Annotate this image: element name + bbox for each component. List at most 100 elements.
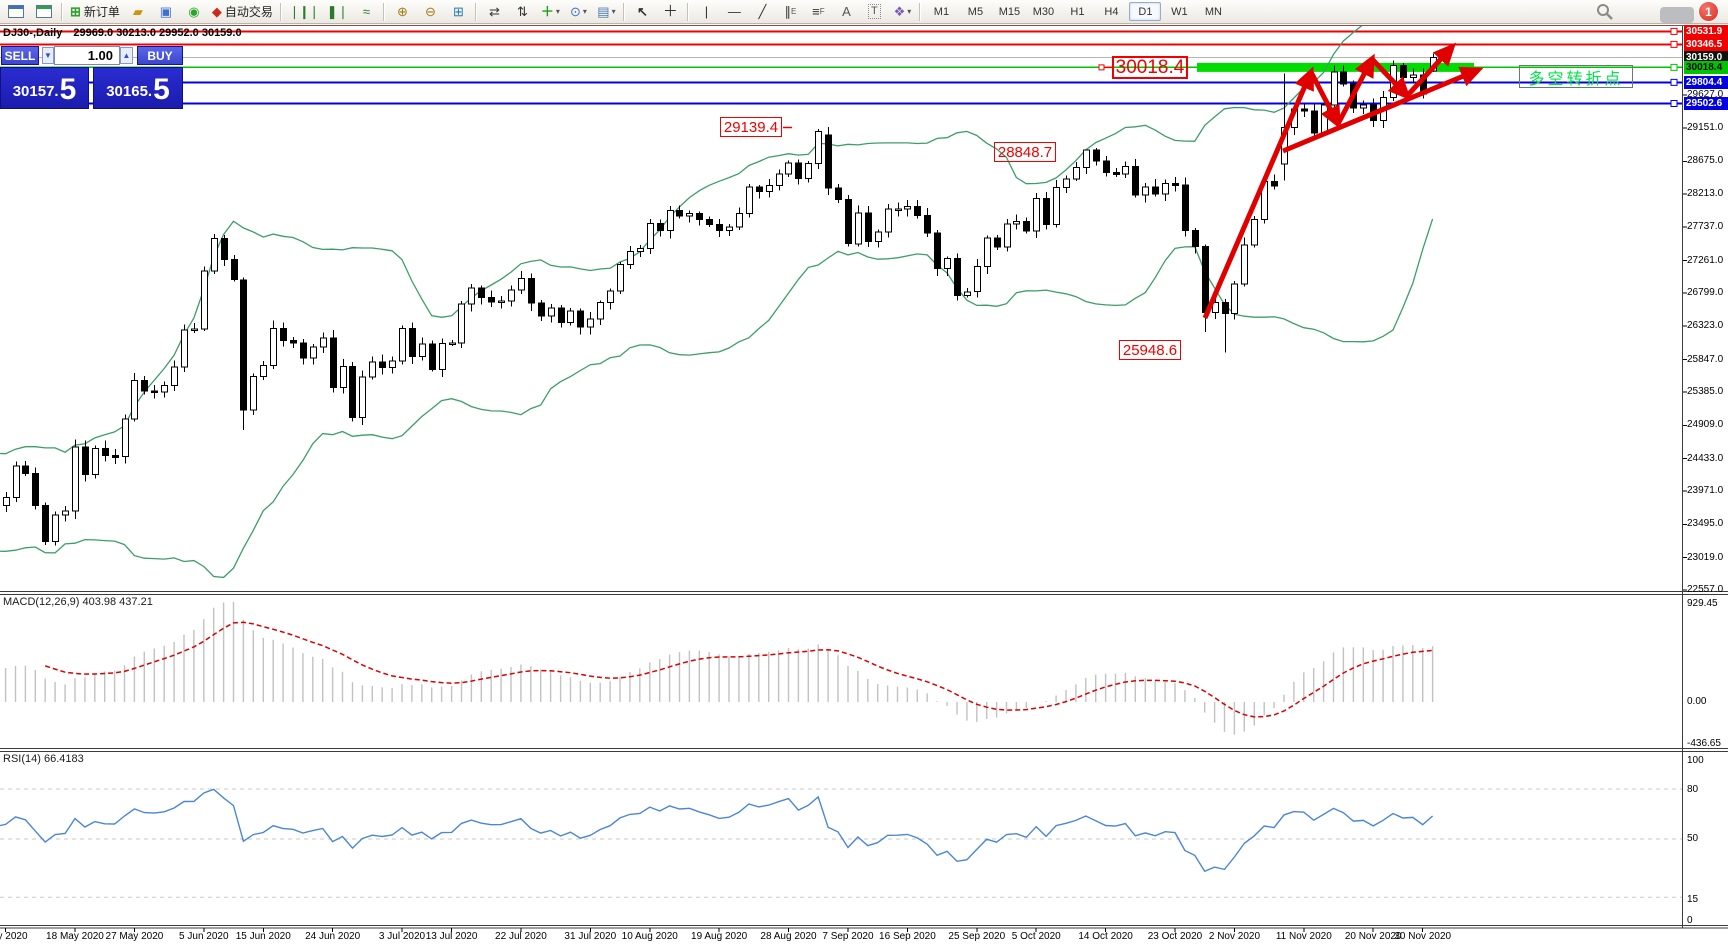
october-low-text: 25948.6	[1122, 341, 1178, 359]
text-icon: A	[842, 4, 851, 19]
price-axis-tick: 29151.0	[1687, 122, 1724, 134]
tab-timeframe-m15[interactable]: M15	[998, 5, 1021, 18]
price-axis-tick: 25847.0	[1687, 353, 1724, 365]
sell-button[interactable]: SELL	[1, 46, 39, 65]
auto-trading-icon: ◆	[211, 4, 222, 19]
chart-window[interactable]: DJ30-,Daily 29969.0 30213.0 29952.0 3015…	[0, 24, 1728, 945]
date-axis-label: 2 Nov 2020	[1208, 931, 1261, 942]
price-axis-tick: 22557.0	[1687, 584, 1724, 596]
new-order-icon: ⊞	[70, 4, 81, 19]
text-label-button[interactable]: T	[861, 1, 887, 23]
tab-timeframe-w1[interactable]: W1	[1171, 5, 1188, 18]
tab-timeframe-mn[interactable]: MN	[1204, 5, 1222, 18]
channel-icon: ∥	[784, 4, 792, 19]
tab-timeframe-d1[interactable]: D1	[1129, 2, 1162, 21]
chart-line-button[interactable]: ≈	[353, 1, 379, 23]
main-pane	[0, 26, 1682, 579]
toolbar-separator	[687, 2, 690, 21]
sell-button-label: SELL	[4, 48, 36, 63]
september-high-label[interactable]: 29139.4	[720, 117, 782, 137]
date-axis-label: 22 Jul 2020	[495, 931, 547, 942]
templates-button[interactable]: ▤ ▾	[593, 1, 619, 23]
sell-price-box[interactable]: 30157. 5	[0, 67, 89, 109]
volume-input[interactable]: 1.00	[54, 46, 120, 65]
new-order-button[interactable]: ⊞ 新订单	[67, 1, 123, 23]
october-high-label[interactable]: 28848.7	[994, 142, 1056, 162]
rsi-scale-label: 80	[1687, 784, 1699, 795]
price-axis-tick: 29627.0	[1687, 88, 1724, 100]
tab-timeframe-h1[interactable]: H1	[1070, 5, 1085, 18]
horizontal-line-icon: —	[727, 4, 741, 19]
channel-button[interactable]: ∥ E	[777, 1, 803, 23]
price-axis-tick: 24433.0	[1687, 452, 1724, 464]
bar-chart-icon: ❘❙❘	[288, 4, 320, 19]
text-button[interactable]: A	[833, 1, 859, 23]
trendline-button[interactable]: ╱	[749, 1, 775, 23]
trendline-handle	[1670, 78, 1678, 86]
cascade-windows-button[interactable]: ⇄	[481, 1, 507, 23]
turning-point-label[interactable]: 多空转折点	[1519, 65, 1633, 88]
september-high-text: 29139.4	[723, 118, 779, 136]
price-axis-tick: 27737.0	[1687, 221, 1724, 233]
price-axis-tick: 23019.0	[1687, 551, 1724, 563]
arrange-windows-button[interactable]: ⇅	[509, 1, 535, 23]
date-axis-label: 31 Jul 2020	[564, 931, 617, 942]
toolbar-separator	[623, 2, 626, 21]
volume-decrease-button[interactable]: ▼	[42, 47, 54, 64]
indicators-button[interactable]: ＋ ▾	[537, 1, 563, 23]
cursor-icon: ↖	[636, 4, 648, 19]
shapes-button[interactable]: ❖ ▾	[889, 1, 915, 23]
crosshair-button[interactable]: ＋	[657, 1, 683, 23]
zoom-out-button[interactable]: ⊖	[417, 1, 443, 23]
vertical-line-button[interactable]: |	[693, 1, 719, 23]
new-chart-button[interactable]	[3, 1, 29, 23]
auto-trading-button[interactable]: ◆ 自动交易	[209, 1, 276, 23]
notification-badge[interactable]: 1	[1698, 1, 1719, 22]
rsi-scale-label: 100	[1687, 755, 1704, 766]
toolbar-separator	[279, 2, 282, 21]
rsi-indicator-label: RSI(14) 66.4183	[3, 753, 84, 765]
tab-timeframe-m1[interactable]: M1	[933, 5, 950, 18]
fibonacci-button[interactable]: ≡ F	[805, 1, 831, 23]
data-window-button[interactable]: ▰	[125, 1, 151, 23]
tab-timeframe-m5[interactable]: M5	[967, 5, 984, 18]
volume-increase-button[interactable]: ▲	[120, 47, 133, 64]
tile-windows-button[interactable]: ⊞	[445, 1, 471, 23]
chart-profiles-button[interactable]	[31, 1, 57, 23]
resistance-price-label[interactable]: 30018.4	[1112, 56, 1188, 79]
tab-timeframe-h4[interactable]: H4	[1104, 5, 1119, 18]
add-indicator-icon: ＋	[540, 4, 554, 19]
signals-button[interactable]: ◉	[181, 1, 207, 23]
macd-pane	[4, 602, 1434, 735]
date-axis-label: 18 May 2020	[46, 931, 104, 942]
zoom-in-button[interactable]: ⊕	[389, 1, 415, 23]
trendline-icon: ╱	[758, 4, 767, 19]
horizontal-line-button[interactable]: —	[721, 1, 747, 23]
tile-windows-icon: ⊞	[452, 4, 464, 19]
chart-bars-button[interactable]: ❘❙❘	[286, 1, 322, 23]
october-low-label[interactable]: 25948.6	[1119, 340, 1181, 360]
search-icon[interactable]	[1596, 3, 1614, 21]
tab-timeframe-m30[interactable]: M30	[1032, 5, 1055, 18]
date-axis-label: 30 Nov 2020	[1394, 931, 1452, 942]
chart-candles-button[interactable]: ❚❘	[324, 1, 352, 23]
date-axis-label: 7 Sep 2020	[822, 931, 874, 942]
signal-icon: ◉	[188, 4, 200, 19]
macd-scale-label: 0.00	[1687, 696, 1707, 707]
timeframe-group: M1 M5 M15 M30 H1 H4 D1 W1 MN	[924, 2, 1230, 21]
toolbar-separator	[475, 2, 478, 21]
channel-e-mark: E	[791, 7, 797, 16]
price-axis-tick: 25385.0	[1687, 385, 1724, 397]
periods-button[interactable]: ⊙ ▾	[565, 1, 591, 23]
buy-price-big-digit: 5	[153, 73, 170, 106]
support-zone-band	[1197, 62, 1474, 72]
auto-trading-label: 自动交易	[224, 5, 273, 19]
date-axis-label: 24 Jun 2020	[305, 931, 361, 942]
date-axis-label: 15 Jun 2020	[235, 931, 291, 942]
buy-button[interactable]: BUY	[137, 46, 183, 65]
market-watch-button[interactable]: ▣	[153, 1, 179, 23]
buy-price-box[interactable]: 30165. 5	[93, 67, 183, 109]
notifications-icon[interactable]	[1660, 7, 1694, 23]
cursor-button[interactable]: ↖	[629, 1, 655, 23]
